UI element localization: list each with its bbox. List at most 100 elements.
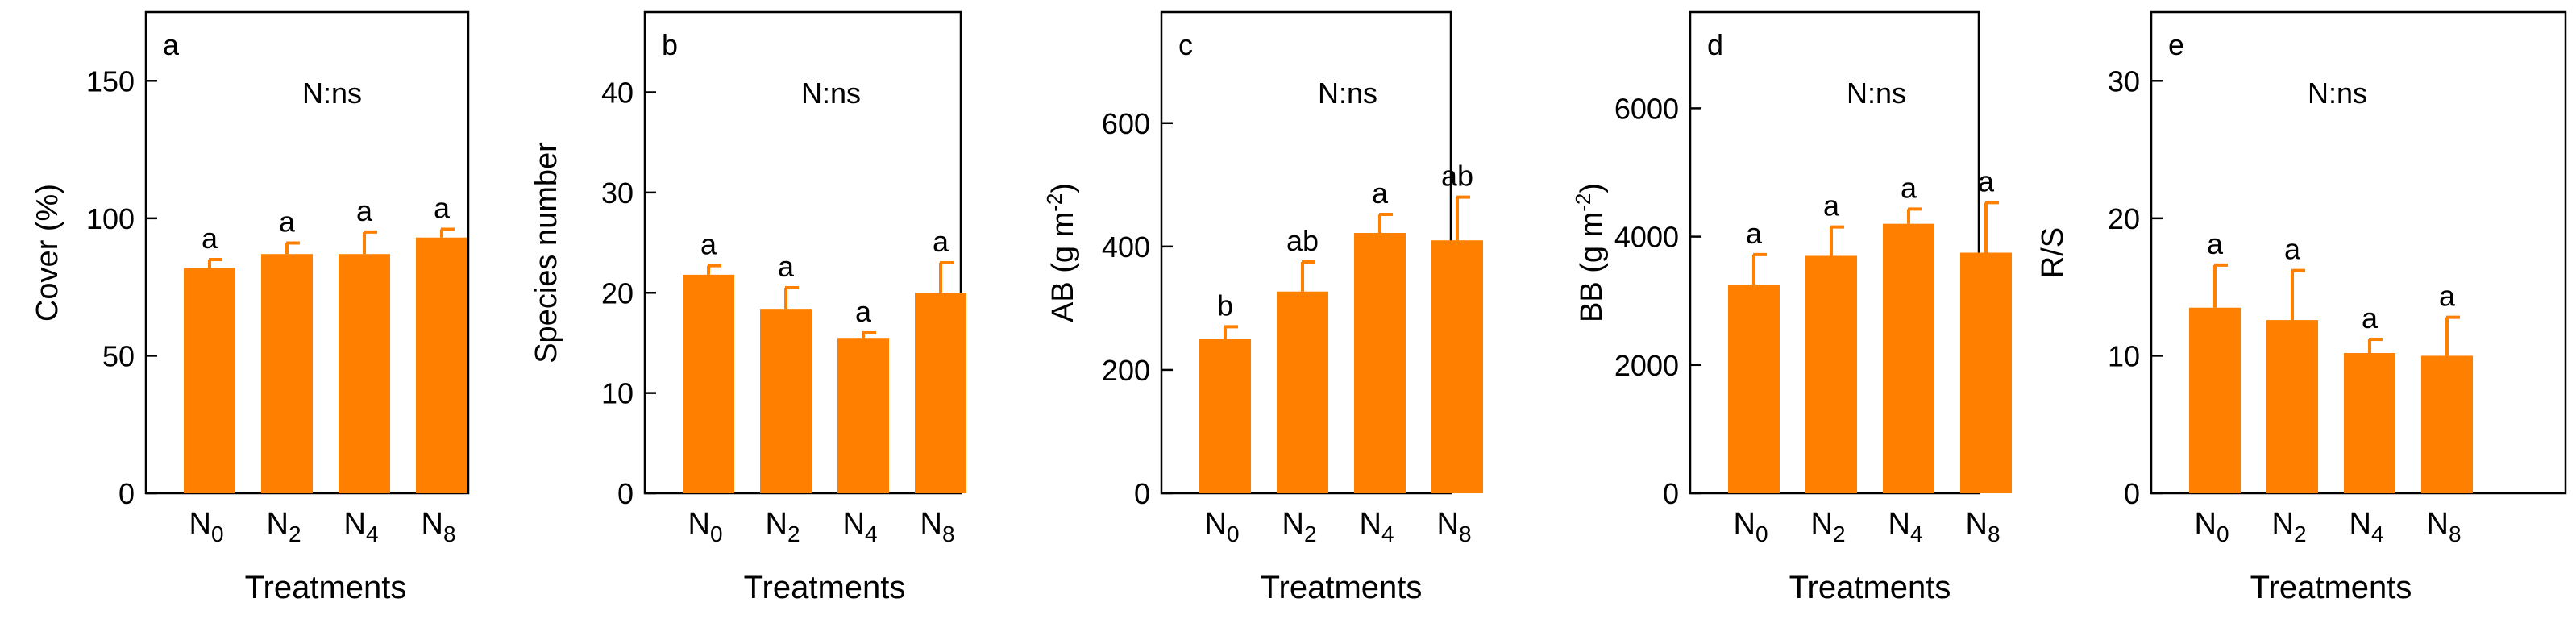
x-tick-label: N2 — [1810, 507, 1845, 546]
x-tick-label-base: N — [842, 507, 864, 541]
x-tick-label-base: N — [266, 507, 288, 541]
x-axis-label: Treatments — [1261, 570, 1423, 605]
significance-letter: a — [2362, 301, 2379, 334]
x-tick-label-base: N — [1282, 507, 1303, 541]
bar-N0 — [2189, 307, 2241, 493]
x-tick-label-base: N — [189, 507, 210, 541]
x-tick-label-base: N — [1965, 507, 1987, 541]
x-tick-label-base: N — [1204, 507, 1226, 541]
x-tick-label: N4 — [842, 507, 877, 546]
x-tick-label-subscript: 0 — [1755, 521, 1768, 546]
y-axis-label-superscript: -2 — [1571, 193, 1595, 212]
significance-letter: a — [1978, 164, 1995, 197]
bar-N8 — [1431, 240, 1483, 493]
bar-N8 — [1960, 252, 2012, 493]
bar-N8 — [915, 293, 966, 493]
bar-N2 — [1805, 255, 1857, 493]
y-tick-label: 400 — [1102, 231, 1150, 264]
significance-annotation: N:ns — [2308, 77, 2367, 110]
y-tick-label: 600 — [1102, 107, 1150, 140]
x-tick-label-subscript: 0 — [1227, 521, 1240, 546]
bar-N0 — [1199, 339, 1251, 493]
x-tick-label: N4 — [343, 507, 378, 546]
y-axis-label-superscript: -2 — [1042, 193, 1066, 212]
significance-letter: a — [2207, 227, 2224, 260]
y-axis-label: R/S — [2036, 227, 2070, 278]
x-tick-label: N4 — [2349, 507, 2383, 546]
x-tick-label: N0 — [688, 507, 722, 546]
y-tick-label: 150 — [86, 64, 135, 98]
y-tick-label: 10 — [601, 377, 634, 410]
x-tick-label-base: N — [2271, 507, 2293, 541]
significance-letter: ab — [1441, 160, 1473, 193]
x-tick-label-subscript: 2 — [2294, 521, 2307, 546]
x-tick-label: N2 — [1282, 507, 1316, 546]
x-tick-label-subscript: 8 — [2449, 521, 2462, 546]
x-tick-label-base: N — [421, 507, 442, 541]
bar-N0 — [683, 274, 734, 493]
significance-letter: a — [2284, 233, 2301, 266]
x-tick-label: N0 — [1204, 507, 1239, 546]
bar-N4 — [339, 254, 390, 493]
y-tick-label: 100 — [86, 202, 135, 235]
x-axis-label: Treatments — [2250, 570, 2412, 605]
x-axis-label: Treatments — [744, 570, 906, 605]
bar-N0 — [184, 268, 235, 493]
x-tick-label-base: N — [1733, 507, 1755, 541]
y-axis-label-text: BB (g m — [1575, 212, 1609, 322]
x-tick-label-base: N — [1359, 507, 1381, 541]
bar-N4 — [2344, 353, 2395, 493]
bar-N4 — [1354, 233, 1406, 493]
x-tick-label-base: N — [2194, 507, 2216, 541]
y-tick-label: 0 — [2124, 477, 2140, 510]
y-tick-label: 0 — [118, 477, 135, 510]
significance-annotation: N:ns — [302, 77, 362, 110]
x-tick-label: N8 — [920, 507, 954, 546]
x-tick-label-subscript: 0 — [2217, 521, 2229, 546]
significance-letter: a — [855, 295, 872, 328]
x-tick-label-base: N — [1810, 507, 1832, 541]
y-tick-label: 30 — [2108, 64, 2140, 98]
x-tick-label-subscript: 2 — [1304, 521, 1317, 546]
y-axis-label: Species number — [530, 142, 563, 364]
panel-letter: d — [1707, 28, 1723, 61]
x-tick-label-subscript: 8 — [942, 521, 955, 546]
x-tick-label-subscript: 4 — [2371, 521, 2384, 546]
x-tick-label-base: N — [2426, 507, 2448, 541]
x-axis-label: Treatments — [245, 570, 407, 605]
x-tick-label: N2 — [2271, 507, 2306, 546]
x-tick-label-subscript: 2 — [1833, 521, 1846, 546]
y-axis-label: AB (g m-2) — [1042, 183, 1080, 322]
bar-N2 — [1277, 291, 1328, 493]
x-tick-label-base: N — [1436, 507, 1458, 541]
x-tick-label: N8 — [1436, 507, 1471, 546]
significance-annotation: N:ns — [801, 77, 861, 110]
x-tick-label-subscript: 8 — [1459, 521, 1472, 546]
panel-letter: b — [662, 28, 678, 61]
significance-letter: a — [933, 225, 949, 258]
x-tick-label-subscript: 2 — [289, 521, 301, 546]
significance-letter: a — [1372, 177, 1389, 210]
x-tick-label: N4 — [1359, 507, 1394, 546]
x-tick-label-subscript: 2 — [787, 521, 800, 546]
x-tick-label-subscript: 4 — [1381, 521, 1394, 546]
y-axis-label: BB (g m-2) — [1571, 183, 1609, 322]
x-tick-label-subscript: 0 — [710, 521, 723, 546]
y-tick-label: 10 — [2108, 339, 2140, 372]
bar-N4 — [1883, 223, 1934, 493]
significance-letter: a — [1746, 217, 1763, 250]
y-tick-label: 0 — [1134, 477, 1150, 510]
significance-annotation: N:ns — [1318, 77, 1377, 110]
significance-letter: a — [1823, 189, 1840, 222]
y-tick-label: 0 — [1663, 477, 1679, 510]
y-axis-label: Cover (%) — [31, 184, 64, 322]
y-tick-label: 20 — [2108, 202, 2140, 235]
y-tick-label: 0 — [617, 477, 634, 510]
x-tick-label-subscript: 8 — [1988, 521, 2001, 546]
x-axis-label: Treatments — [1789, 570, 1951, 605]
